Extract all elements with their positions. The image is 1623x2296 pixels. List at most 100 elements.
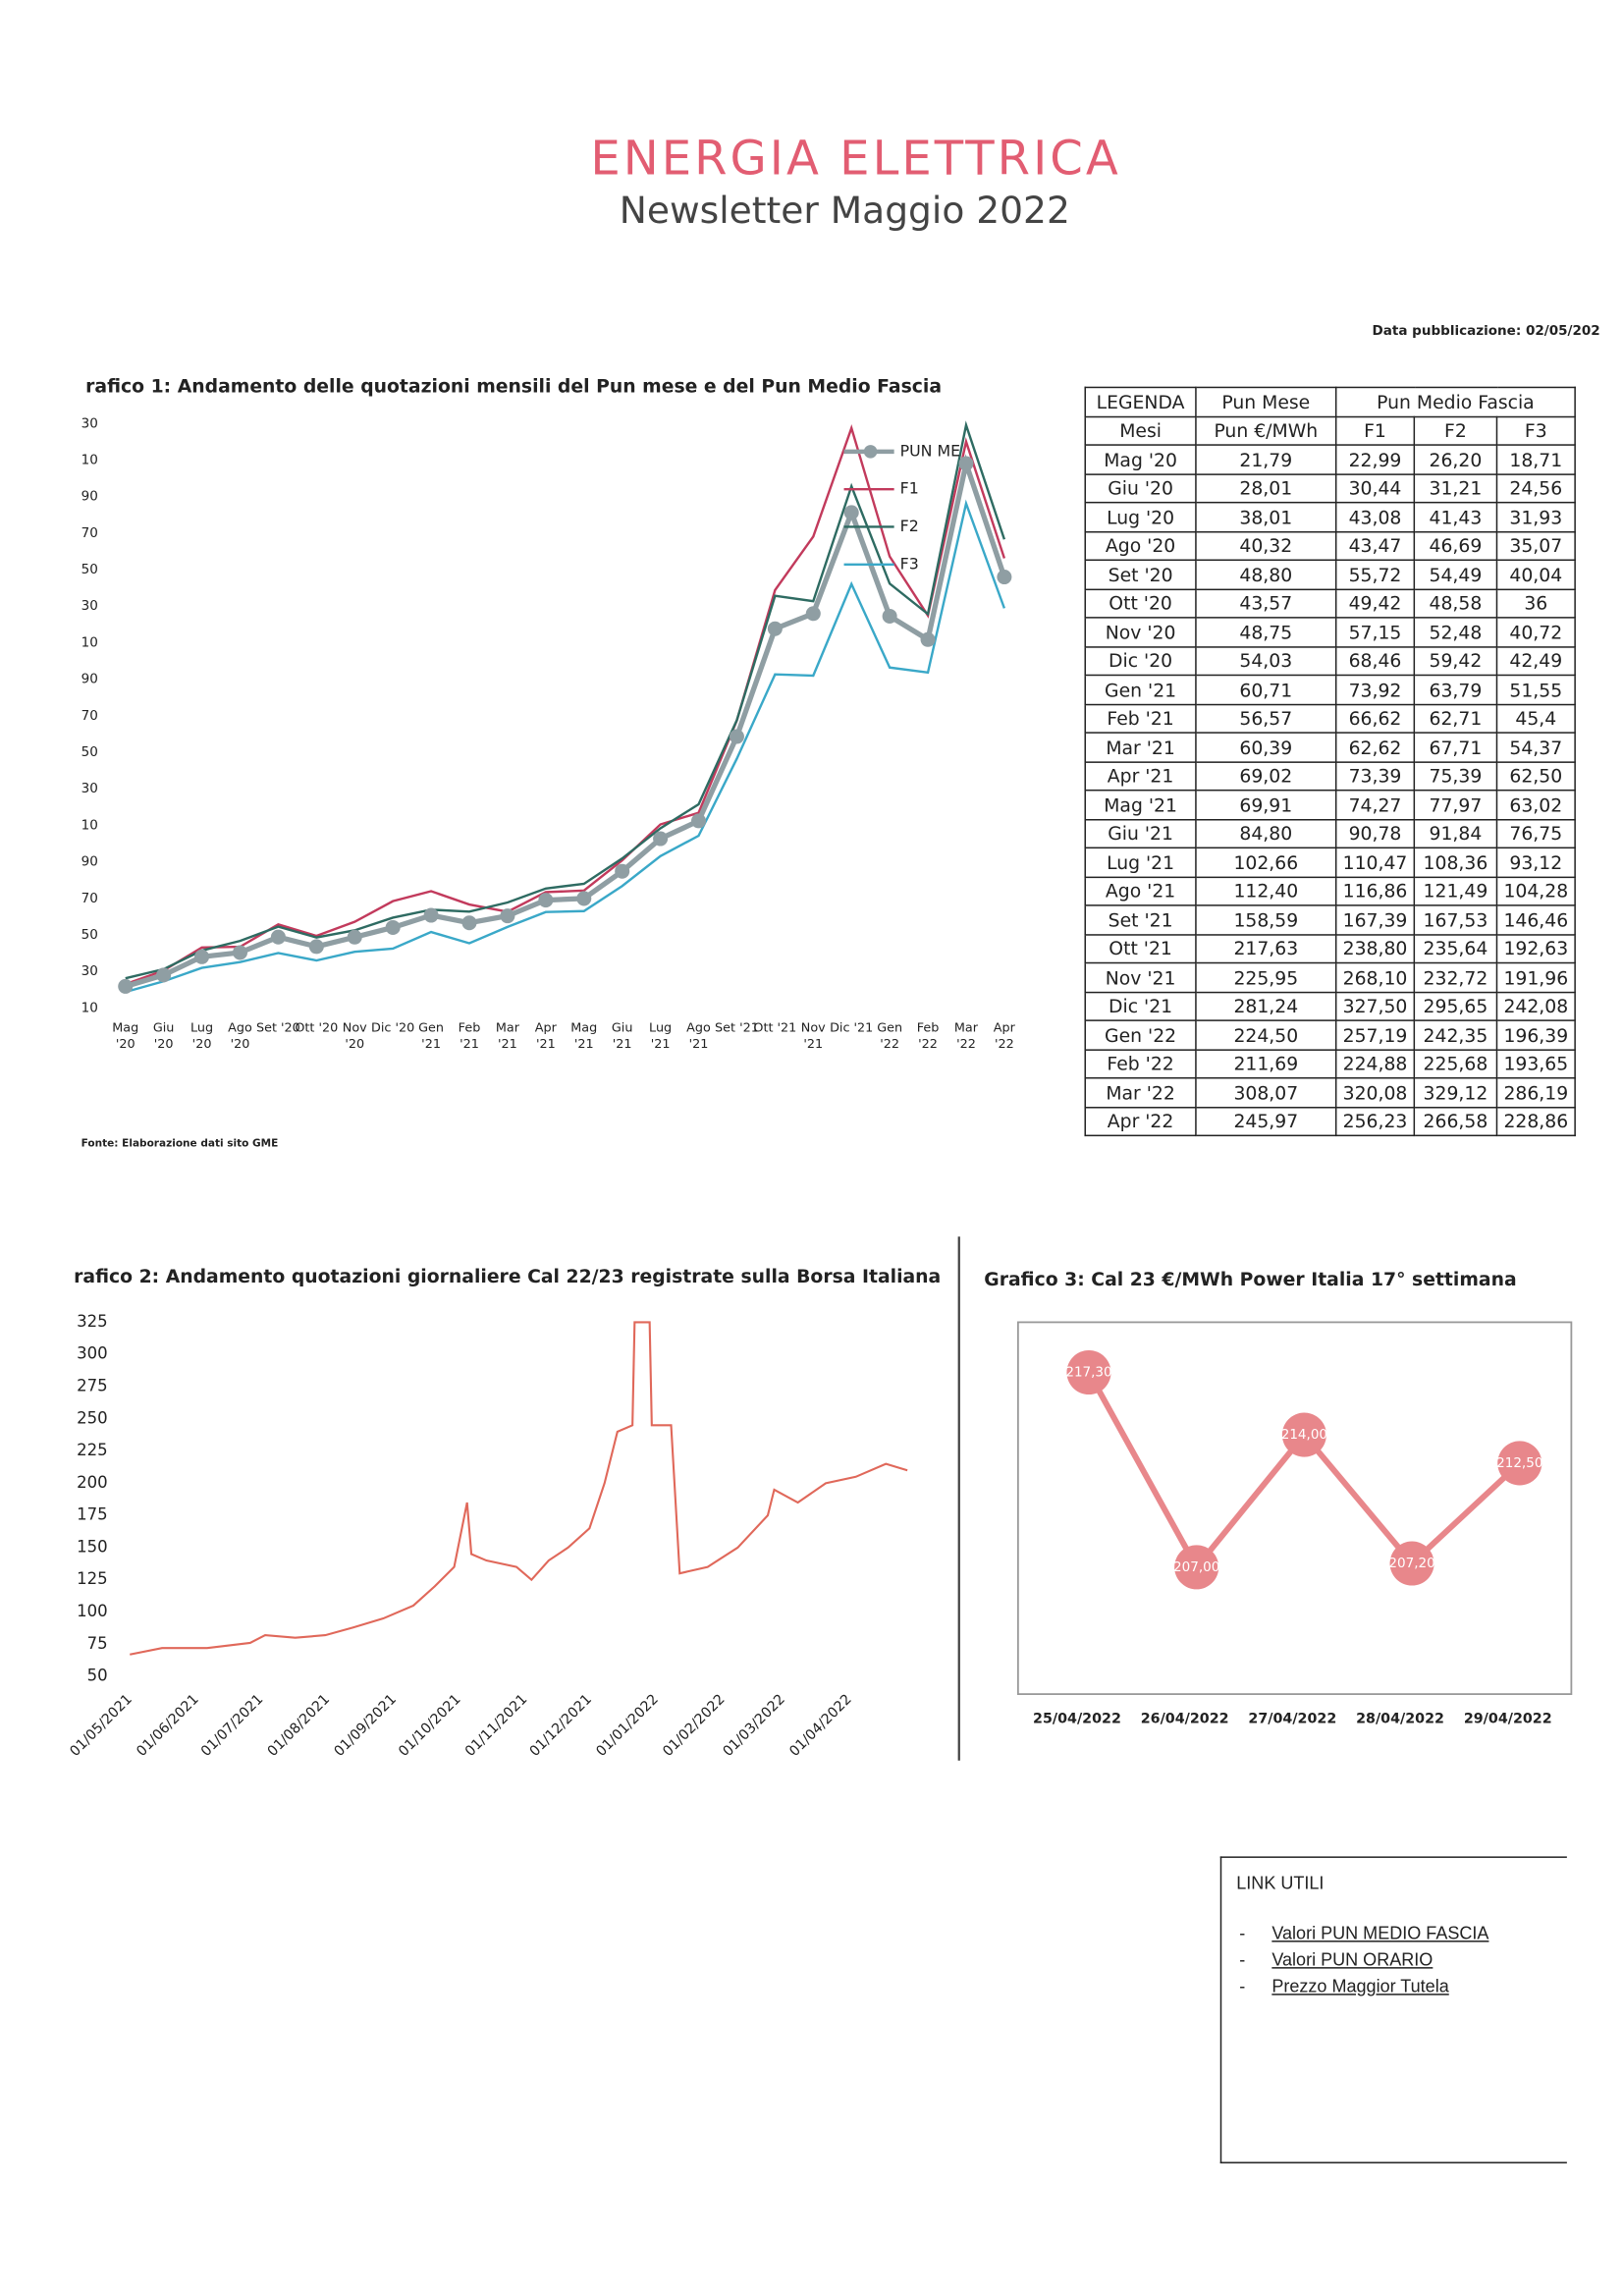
table-row: Feb '22 211,69 224,88 225,68 193,65 — [1084, 1048, 1576, 1079]
table-row: Lug '21 102,66 110,47 108,36 93,12 — [1084, 847, 1576, 878]
table-cell: 51,55 — [1495, 674, 1576, 705]
table-cell: 54,49 — [1413, 559, 1498, 590]
table-cell: 42,49 — [1495, 645, 1576, 677]
x-tick-label: 01/04/2022 — [786, 1691, 854, 1759]
table-cell: 191,96 — [1495, 961, 1576, 993]
table-row: Nov '21 225,95 268,10 232,72 191,96 — [1084, 961, 1576, 993]
table-cell: 31,21 — [1413, 472, 1498, 504]
legend-marker — [863, 445, 878, 459]
point — [653, 831, 669, 847]
table-cell: 266,58 — [1413, 1106, 1498, 1137]
table-cell: 91,84 — [1413, 818, 1498, 849]
table-cell: 158,59 — [1195, 904, 1337, 935]
x-tick-label: 01/08/2021 — [265, 1691, 333, 1759]
y-tick-label: 10 — [81, 634, 98, 650]
table-row: Dic '21 281,24 327,50 295,65 242,08 — [1084, 991, 1576, 1021]
x-tick-label: Mag '21 — [570, 1020, 598, 1053]
table-cell: 110,47 — [1334, 847, 1416, 878]
table-cell: 295,65 — [1413, 991, 1498, 1021]
link[interactable]: Valori PUN ORARIO — [1271, 1949, 1434, 1971]
y-tick-label: 10 — [81, 817, 98, 833]
x-tick-label: 25/04/2022 — [1033, 1712, 1121, 1727]
point — [1497, 1441, 1542, 1486]
y-tick-label: 70 — [81, 525, 98, 541]
table-cell: Feb '22 — [1084, 1048, 1197, 1079]
table-cell: 68,46 — [1334, 645, 1416, 677]
table-cell: Mag '21 — [1084, 789, 1197, 820]
table-cell: 225,95 — [1195, 961, 1337, 993]
y-tick-label: 125 — [77, 1569, 108, 1588]
y-tick-label: 275 — [77, 1376, 108, 1394]
y-tick-label: 70 — [81, 891, 98, 906]
point — [538, 893, 554, 908]
table-cell: 193,65 — [1495, 1048, 1576, 1079]
point — [118, 978, 134, 994]
chart1-title: rafico 1: Andamento delle quotazioni men… — [85, 374, 943, 398]
table-cell: 18,71 — [1495, 444, 1576, 475]
y-tick-label: 75 — [87, 1634, 108, 1653]
series-line — [130, 1321, 908, 1656]
link[interactable]: Valori PUN MEDIO FASCIA — [1271, 1923, 1489, 1944]
x-tick-label: Set '21 — [715, 1020, 759, 1036]
table-cell: 308,07 — [1195, 1076, 1337, 1108]
table-cell: 327,50 — [1334, 991, 1416, 1021]
x-tick-label: 01/06/2021 — [134, 1691, 201, 1759]
table-cell: 63,02 — [1495, 789, 1576, 820]
table-cell: 49,42 — [1334, 587, 1416, 619]
table-cell: Mag '20 — [1084, 444, 1197, 475]
table-cell: Ott '21 — [1084, 933, 1197, 964]
table-cell: Dic '21 — [1084, 991, 1197, 1021]
table-cell: 242,08 — [1495, 991, 1576, 1021]
table-cell: 62,62 — [1334, 732, 1416, 763]
table-cell: 40,04 — [1495, 559, 1576, 590]
x-tick-label: Feb '22 — [916, 1020, 940, 1053]
table-cell: 43,08 — [1334, 501, 1416, 532]
y-tick-label: 30 — [81, 415, 98, 431]
point — [576, 891, 592, 906]
table-cell: 66,62 — [1334, 703, 1416, 734]
links-title: LINK UTILI — [1236, 1872, 1325, 1893]
table-cell: 104,28 — [1495, 875, 1576, 906]
table-cell: 73,92 — [1334, 674, 1416, 705]
table-row: Ago '21 112,40 116,86 121,49 104,28 — [1084, 875, 1576, 906]
table-cell: 60,39 — [1195, 732, 1337, 763]
series-line — [125, 499, 1006, 994]
table-cell: 73,39 — [1334, 760, 1416, 792]
bullet: - — [1239, 1923, 1246, 1944]
table-cell: Dic '20 — [1084, 645, 1197, 677]
x-tick-label: Ago '20 — [228, 1020, 252, 1053]
x-tick-label: 01/09/2021 — [332, 1691, 400, 1759]
table-header: Pun Mese — [1195, 386, 1337, 417]
table-cell: 76,75 — [1495, 818, 1576, 849]
link-row: - Valori PUN MEDIO FASCIA — [1239, 1923, 1488, 1943]
link[interactable]: Prezzo Maggior Tutela — [1271, 1976, 1449, 1997]
link-row: - Valori PUN ORARIO — [1239, 1949, 1433, 1970]
table-cell: 242,35 — [1413, 1019, 1498, 1051]
table-cell: 146,46 — [1495, 904, 1576, 935]
title: ENERGIA ELETTRICA — [590, 130, 1121, 178]
table-cell: 228,86 — [1495, 1106, 1576, 1137]
y-tick-label: 50 — [87, 1667, 108, 1685]
bullet: - — [1239, 1949, 1246, 1971]
table-cell: 28,01 — [1195, 472, 1337, 504]
series-line — [125, 420, 1006, 980]
table-cell: 63,79 — [1413, 674, 1498, 705]
x-tick-label: Mar '21 — [495, 1020, 519, 1053]
table-cell: 69,91 — [1195, 789, 1337, 820]
y-tick-label: 300 — [77, 1344, 108, 1363]
table-row: Set '20 48,80 55,72 54,49 40,04 — [1084, 559, 1576, 590]
x-tick-label: Ott '21 — [753, 1020, 797, 1036]
table-header: F2 — [1413, 415, 1498, 446]
table-cell: 31,93 — [1495, 501, 1576, 532]
table-cell: 211,69 — [1195, 1048, 1337, 1079]
x-tick-label: Lug '20 — [190, 1020, 214, 1053]
x-tick-label: Gen '22 — [877, 1020, 903, 1053]
table-cell: 40,32 — [1195, 530, 1337, 562]
table-cell: 30,44 — [1334, 472, 1416, 504]
table-cell: 43,47 — [1334, 530, 1416, 562]
table-cell: Gen '21 — [1084, 674, 1197, 705]
table-cell: Apr '21 — [1084, 760, 1197, 792]
y-tick-label: 30 — [81, 598, 98, 614]
table-cell: 74,27 — [1334, 789, 1416, 820]
x-tick-label: Feb '21 — [458, 1020, 481, 1053]
